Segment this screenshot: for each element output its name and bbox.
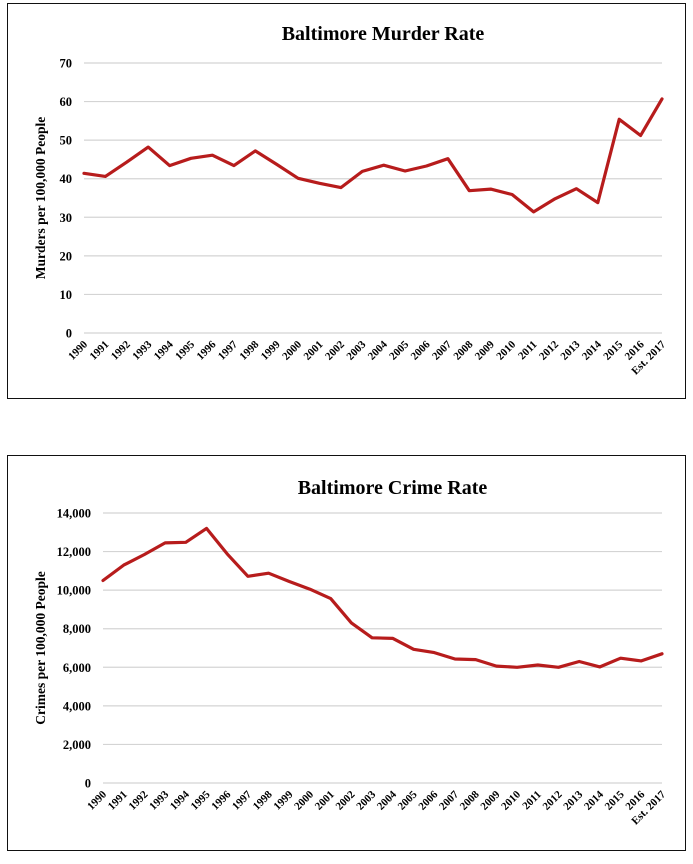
murder-x-tick-label: 1996: [195, 338, 219, 362]
crime-x-tick-label: 2009: [478, 788, 502, 812]
murder-series-line: [82, 97, 664, 214]
murder-x-tick-label: 2006: [409, 338, 433, 362]
crime-x-tick-label: 2004: [375, 788, 399, 812]
crime-rate-chart: Baltimore Crime Rate 0 2,000 4,000 6,000 8,00…: [33, 477, 668, 827]
murder-x-tick-label: 2008: [451, 338, 475, 362]
murder-x-tick-label: 2014: [580, 338, 604, 362]
crime-x-tick-label: 2008: [458, 788, 482, 812]
murder-x-tick-label: 1990: [66, 338, 90, 362]
murder-x-tick-label: 2013: [558, 338, 582, 362]
crime-x-tick-label: 1992: [126, 788, 150, 812]
murder-x-tick-label: 2009: [473, 338, 497, 362]
murder-x-tick-label: 2004: [366, 338, 390, 362]
murder-x-tick-label: 2011: [516, 339, 540, 363]
crime-y-tick-label: 0: [85, 777, 91, 791]
crime-x-tick-label: 1993: [147, 788, 171, 812]
crime-y-tick-label: 6,000: [63, 661, 91, 675]
murder-y-axis-label: Murders per 100,000 People: [33, 117, 48, 279]
crime-x-tick-label: 2014: [582, 788, 606, 812]
murder-x-tick-label: 1999: [259, 338, 283, 362]
crime-y-axis-label: Crimes per 100,000 People: [33, 571, 48, 724]
murder-x-tick-label: 1995: [173, 338, 197, 362]
crime-x-tick-label: 2011: [520, 789, 544, 813]
crime-x-tick-label: 1999: [271, 788, 295, 812]
crime-x-tick-label: 1991: [106, 789, 130, 813]
crime-x-tick-label: 2012: [541, 788, 565, 812]
murder-x-tick-label: 2003: [344, 338, 368, 362]
murder-x-tick-label: 2015: [601, 338, 625, 362]
murder-x-tick-label: 1998: [237, 338, 261, 362]
crime-y-tick-label: 10,000: [57, 584, 91, 598]
crime-x-tick-label: 2013: [561, 788, 585, 812]
crime-x-tick-label: 1994: [168, 788, 192, 812]
murder-x-tick-label: 1991: [87, 339, 111, 363]
murder-x-tick-label: 2000: [280, 338, 304, 362]
crime-x-tick-label: 2002: [334, 788, 358, 812]
crime-x-tick-label: 2010: [499, 788, 523, 812]
murder-y-tick-label: 10: [60, 288, 73, 302]
murder-x-tick-label: 1994: [152, 338, 176, 362]
crime-rate-chart-panel: Baltimore Crime Rate 0 2,000 4,000 6,000 8,00…: [7, 455, 686, 851]
crime-x-tick-label: 1998: [251, 788, 275, 812]
murder-y-tick-label: 40: [60, 172, 73, 186]
crime-y-tick-label: 4,000: [63, 699, 91, 713]
murder-x-tick-label: 2007: [430, 338, 454, 362]
crime-x-tick-label: 2006: [416, 788, 440, 812]
crime-x-tick-label: 1995: [189, 788, 213, 812]
crime-x-tick-label: 2003: [354, 788, 378, 812]
crime-y-tick-label: 12,000: [57, 545, 91, 559]
murder-x-tick-label: 2002: [323, 338, 347, 362]
crime-x-tick-label: 2001: [313, 789, 337, 813]
crime-x-tick-label: 2005: [396, 788, 420, 812]
crime-series-line: [101, 526, 664, 669]
crime-x-tick-label: 1990: [85, 788, 109, 812]
crime-x-tick-label: 2015: [603, 788, 627, 812]
crime-chart-title: Baltimore Crime Rate: [298, 477, 488, 499]
crime-y-tick-label: 14,000: [57, 507, 91, 521]
crime-x-tick-label: 2007: [437, 788, 461, 812]
murder-y-tick-label: 20: [60, 249, 73, 263]
murder-x-tick-label: 2012: [537, 338, 561, 362]
murder-x-tick-label: 2010: [494, 338, 518, 362]
murder-y-tick-label: 60: [60, 95, 73, 109]
murder-x-tick-label: 1992: [109, 338, 133, 362]
murder-rate-chart: Baltimore Murder Rate 0 10 20 30 40 50 60 70 Murd…: [33, 23, 668, 377]
murder-x-tick-label: 1993: [130, 338, 154, 362]
crime-x-tick-label: 1996: [209, 788, 233, 812]
murder-chart-title: Baltimore Murder Rate: [282, 23, 485, 45]
murder-x-tick-label: 2001: [302, 339, 326, 363]
murder-x-tick-label: 2005: [387, 338, 411, 362]
crime-y-tick-label: 2,000: [63, 738, 91, 752]
murder-y-tick-label: 30: [60, 211, 73, 225]
crime-x-tick-label: 1997: [230, 788, 254, 812]
murder-x-tick-label: 1997: [216, 338, 240, 362]
murder-y-tick-label: 70: [60, 57, 73, 71]
murder-y-tick-label: 0: [66, 327, 72, 341]
crime-y-tick-label: 8,000: [63, 622, 91, 636]
murder-y-tick-label: 50: [60, 134, 73, 148]
crime-x-tick-label: 2000: [292, 788, 316, 812]
murder-rate-chart-panel: Baltimore Murder Rate 0 10 20 30 40 50 60 70 Murd…: [7, 3, 686, 399]
